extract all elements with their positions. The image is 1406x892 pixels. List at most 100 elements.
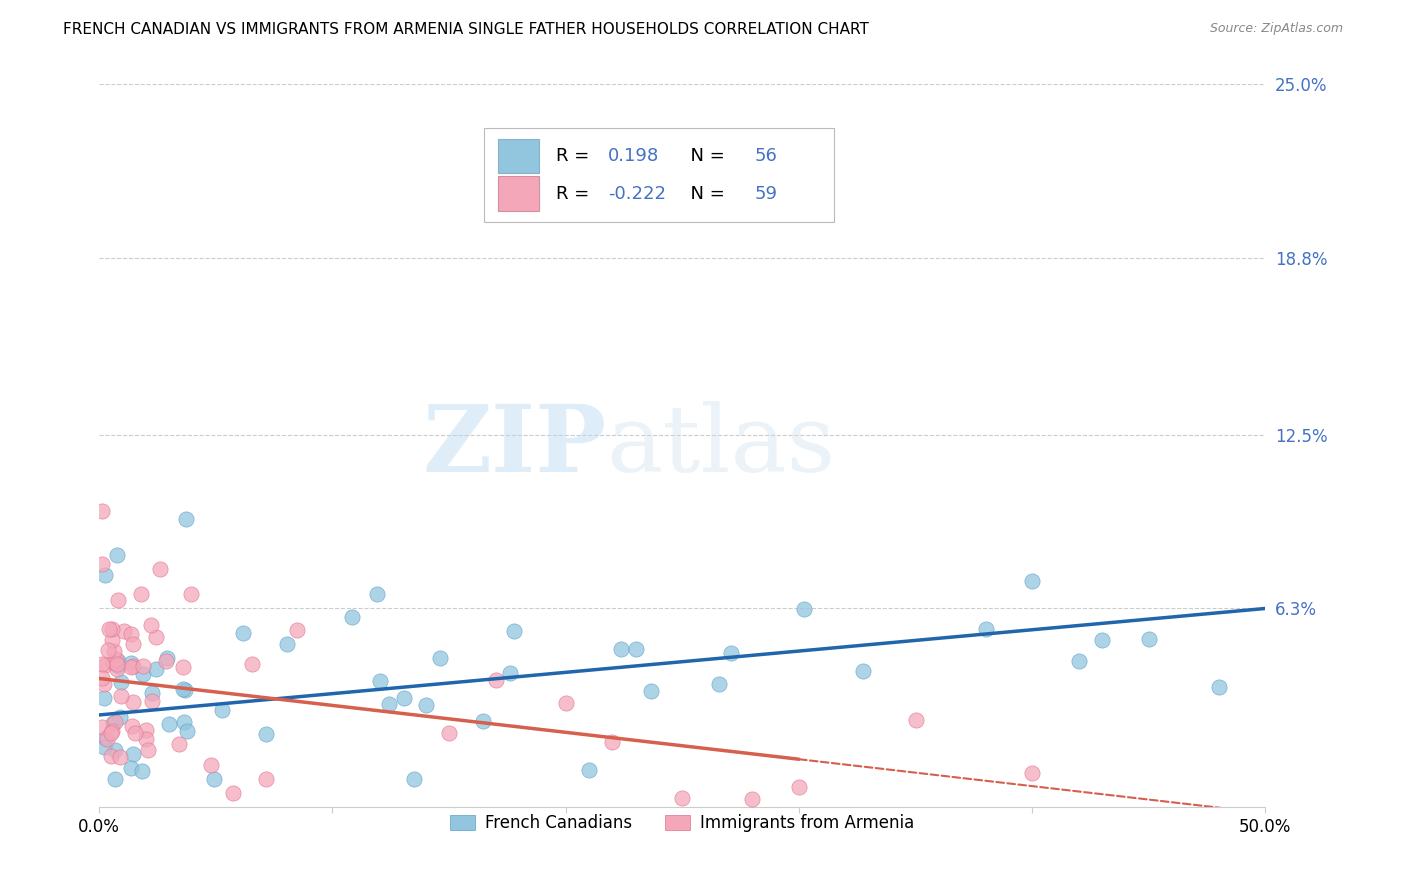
Point [254,727,277,741]
Point [554,696,576,710]
Text: R =: R = [557,185,595,202]
Point [499,666,522,681]
Point [640,684,662,698]
Point [100,725,122,739]
Point [90,720,112,734]
Point [624,642,647,657]
Point [787,780,810,794]
Point [174,682,197,697]
Text: 59: 59 [755,185,778,202]
Point [124,726,146,740]
Point [485,673,508,688]
Point [602,735,624,749]
Point [132,658,155,673]
Point [1091,632,1114,647]
Text: N =: N = [679,147,730,165]
Point [222,786,245,800]
Point [402,772,425,787]
Point [104,743,127,757]
Point [1021,574,1043,588]
Point [110,675,132,690]
Point [103,716,125,731]
Point [904,713,927,727]
Point [122,747,145,761]
Point [105,657,128,671]
Point [107,654,129,668]
Point [741,792,763,806]
Point [132,666,155,681]
Text: FRENCH CANADIAN VS IMMIGRANTS FROM ARMENIA SINGLE FATHER HOUSEHOLDS CORRELATION : FRENCH CANADIAN VS IMMIGRANTS FROM ARMEN… [63,22,869,37]
Point [121,719,143,733]
Point [97,622,120,636]
Point [93,677,115,691]
Text: R =: R = [557,147,595,165]
Point [415,698,437,712]
Point [122,659,145,673]
Point [121,695,143,709]
Text: ZIP: ZIP [422,401,606,491]
Point [107,659,129,673]
Point [176,724,198,739]
Point [172,660,194,674]
Point [472,714,495,728]
Point [94,658,117,673]
Point [145,662,167,676]
Point [104,772,127,787]
Point [107,593,129,607]
Point [104,715,127,730]
Point [974,622,997,636]
Point [101,723,124,738]
Text: 0.198: 0.198 [607,147,659,165]
Point [120,626,142,640]
Point [285,623,308,637]
Point [172,681,194,696]
Point [368,673,391,688]
Point [1208,680,1230,694]
Point [155,651,177,665]
Point [232,626,254,640]
Point [180,586,202,600]
Point [145,630,167,644]
Point [103,644,125,658]
Point [366,587,388,601]
Point [793,602,815,616]
Point [167,737,190,751]
Point [100,748,122,763]
Point [141,686,163,700]
Point [720,646,742,660]
Text: Source: ZipAtlas.com: Source: ZipAtlas.com [1209,22,1343,36]
Point [149,561,172,575]
Point [378,697,401,711]
Point [1067,654,1090,668]
Point [707,676,730,690]
Point [135,723,157,738]
Point [101,632,124,647]
Point [276,638,298,652]
Point [90,657,112,672]
Point [176,512,198,526]
Point [110,689,132,703]
Point [94,567,117,582]
Point [93,691,115,706]
Point [94,731,117,745]
Point [155,654,177,668]
Point [240,657,263,671]
Point [342,610,364,624]
Point [93,740,115,755]
Point [131,764,153,779]
Point [437,725,460,739]
Point [105,548,128,562]
Text: atlas: atlas [606,401,835,491]
Point [104,652,127,666]
Text: N =: N = [679,185,730,202]
Text: -0.222: -0.222 [607,185,665,202]
Point [141,694,163,708]
Point [121,637,143,651]
Point [96,732,118,747]
Point [202,772,225,787]
Bar [498,138,538,173]
Point [503,624,526,638]
Point [90,671,112,685]
Text: 56: 56 [755,147,778,165]
Point [107,662,129,676]
